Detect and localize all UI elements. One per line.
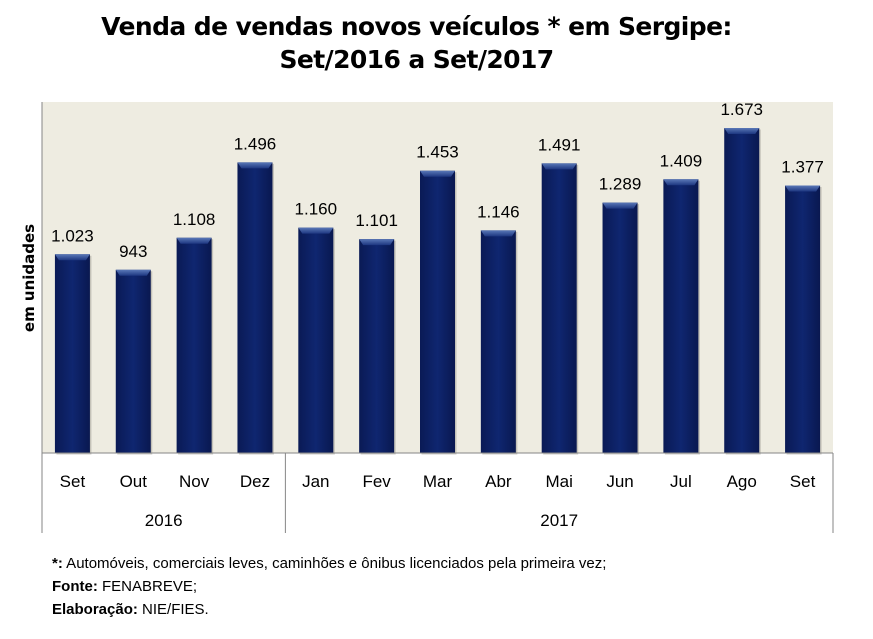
data-label: 1.673 <box>720 100 763 119</box>
bar-bevel <box>176 237 212 244</box>
bar-bevel <box>602 202 638 209</box>
bar-bevel <box>724 128 760 134</box>
data-label: 1.108 <box>173 210 216 229</box>
bar-group <box>420 170 457 455</box>
x-tick-label: Ago <box>727 472 757 491</box>
x-tick-label: Jan <box>302 472 329 491</box>
footnote: *: Automóveis, comerciais leves, caminhõ… <box>52 552 606 575</box>
x-tick-label: Mar <box>423 472 453 491</box>
bar <box>480 230 516 453</box>
x-tick-label: Mai <box>545 472 572 491</box>
x-tick-label: Out <box>120 472 148 491</box>
x-tick-label: Jun <box>606 472 633 491</box>
bar-group <box>176 237 214 455</box>
bar <box>420 170 455 453</box>
bar-bevel <box>541 163 577 170</box>
source-text: FENABREVE; <box>97 578 198 595</box>
bar-bevel <box>420 170 455 177</box>
bar <box>115 269 151 453</box>
x-group-label: 2017 <box>540 511 578 530</box>
bar <box>541 163 577 453</box>
bar-group <box>54 254 92 455</box>
bar <box>785 185 821 453</box>
data-label: 943 <box>119 242 147 261</box>
x-tick-label: Set <box>60 472 86 491</box>
bar-bevel <box>480 230 516 237</box>
bar-bevel <box>663 179 699 186</box>
chart-title: Venda de vendas novos veículos * em Serg… <box>101 12 732 41</box>
bar-bevel <box>785 185 821 192</box>
bar <box>176 237 212 453</box>
bar-group <box>724 128 761 455</box>
bar <box>663 179 699 454</box>
chart-notes: *: Automóveis, comerciais leves, caminhõ… <box>52 552 606 621</box>
bar-group <box>359 239 396 455</box>
bar <box>54 254 90 453</box>
source-key: Fonte: <box>52 578 98 595</box>
x-tick-label: Dez <box>240 472 270 491</box>
elaboration-key: Elaboração: <box>52 601 138 618</box>
y-axis-label: em unidades <box>20 224 38 332</box>
bar-group <box>785 185 822 455</box>
bar-bevel <box>115 269 151 276</box>
bar-group <box>602 202 640 455</box>
data-label: 1.289 <box>599 175 642 194</box>
bar-group <box>298 227 335 455</box>
bar-group <box>541 163 579 455</box>
x-group-label: 2016 <box>145 511 183 530</box>
bar-group <box>480 230 518 455</box>
footnote-text: Automóveis, comerciais leves, caminhões … <box>62 555 607 572</box>
bar <box>724 128 760 453</box>
data-label: 1.409 <box>660 151 703 170</box>
data-label: 1.146 <box>477 202 520 221</box>
elaboration-note: Elaboração: NIE/FIES. <box>52 598 606 621</box>
source-note: Fonte: FENABREVE; <box>52 575 606 598</box>
footnote-key: *: <box>52 555 63 572</box>
data-label: 1.160 <box>295 200 338 219</box>
bar <box>298 227 334 453</box>
x-tick-label: Abr <box>485 472 512 491</box>
bar-group <box>237 162 274 455</box>
x-tick-label: Nov <box>179 472 210 491</box>
bar-bevel <box>237 162 273 169</box>
elaboration-text: NIE/FIES. <box>137 601 209 618</box>
data-label: 1.377 <box>781 158 824 177</box>
bar-bevel <box>359 239 395 246</box>
data-label: 1.496 <box>234 134 277 153</box>
data-label: 1.491 <box>538 135 581 154</box>
bar <box>359 239 395 453</box>
bar-group <box>115 269 153 455</box>
x-tick-label: Jul <box>670 472 692 491</box>
bar <box>602 202 638 453</box>
data-label: 1.101 <box>355 211 398 230</box>
data-label: 1.023 <box>51 226 94 245</box>
bar-bevel <box>298 227 334 234</box>
bar-group <box>663 179 700 455</box>
x-tick-label: Set <box>790 472 816 491</box>
chart-subtitle: Set/2016 a Set/2017 <box>279 45 554 74</box>
data-label: 1.453 <box>416 143 459 162</box>
bar <box>237 162 273 453</box>
bar-bevel <box>54 254 90 261</box>
x-tick-label: Fev <box>362 472 391 491</box>
